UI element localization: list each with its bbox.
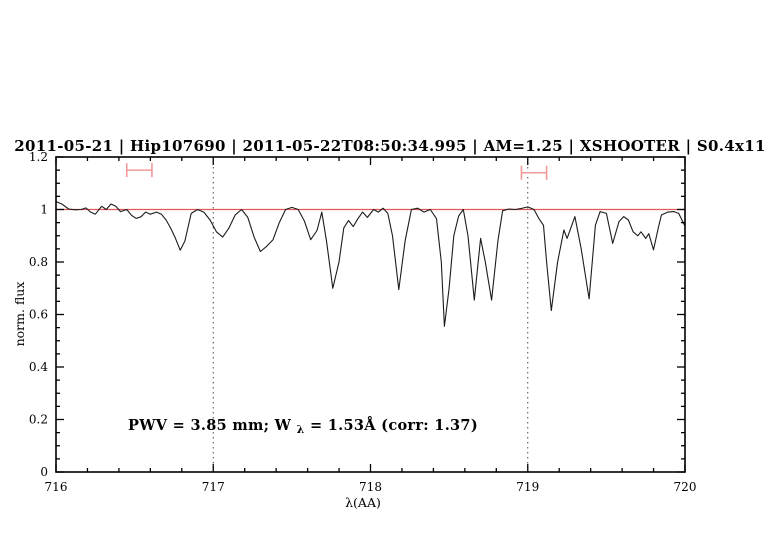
pwv-annotation-subscript: λ — [297, 423, 305, 436]
x-tick-label: 716 — [45, 480, 68, 494]
plot-title: 2011-05-21 | Hip107690 | 2011-05-22T08:5… — [14, 137, 765, 155]
y-tick-label: 1.2 — [29, 150, 48, 164]
x-axis-label: λ(AA) — [345, 495, 381, 510]
pwv-annotation-part1: PWV = 3.85 mm; W — [128, 417, 292, 434]
x-tick-label: 720 — [674, 480, 697, 494]
x-tick-label: 718 — [359, 480, 382, 494]
y-tick-label: 0.8 — [29, 255, 48, 269]
errorbar-marker — [125, 163, 153, 178]
tick-label-layer: 716 717 718 719 720 0 0.2 0.4 0.6 0.8 1 1.2 — [29, 150, 697, 494]
tick-layer — [55, 156, 686, 473]
pwv-annotation-part2: = 1.53Å (corr: 1.37) — [310, 416, 478, 434]
y-tick-label: 0.2 — [29, 413, 48, 427]
pwv-annotation: PWV = 3.85 mm; W λ = 1.53Å (corr: 1.37) — [128, 416, 478, 437]
y-tick-label: 1 — [40, 203, 48, 217]
spectrum-line — [55, 201, 686, 327]
y-axis-label: norm. flux — [12, 282, 27, 347]
y-tick-label: 0.6 — [29, 308, 48, 322]
data-layer — [55, 163, 686, 327]
y-tick-label: 0 — [40, 465, 48, 479]
x-tick-label: 719 — [516, 480, 539, 494]
x-tick-label: 717 — [202, 480, 225, 494]
y-tick-label: 0.4 — [29, 360, 48, 374]
errorbar-marker — [520, 165, 548, 180]
